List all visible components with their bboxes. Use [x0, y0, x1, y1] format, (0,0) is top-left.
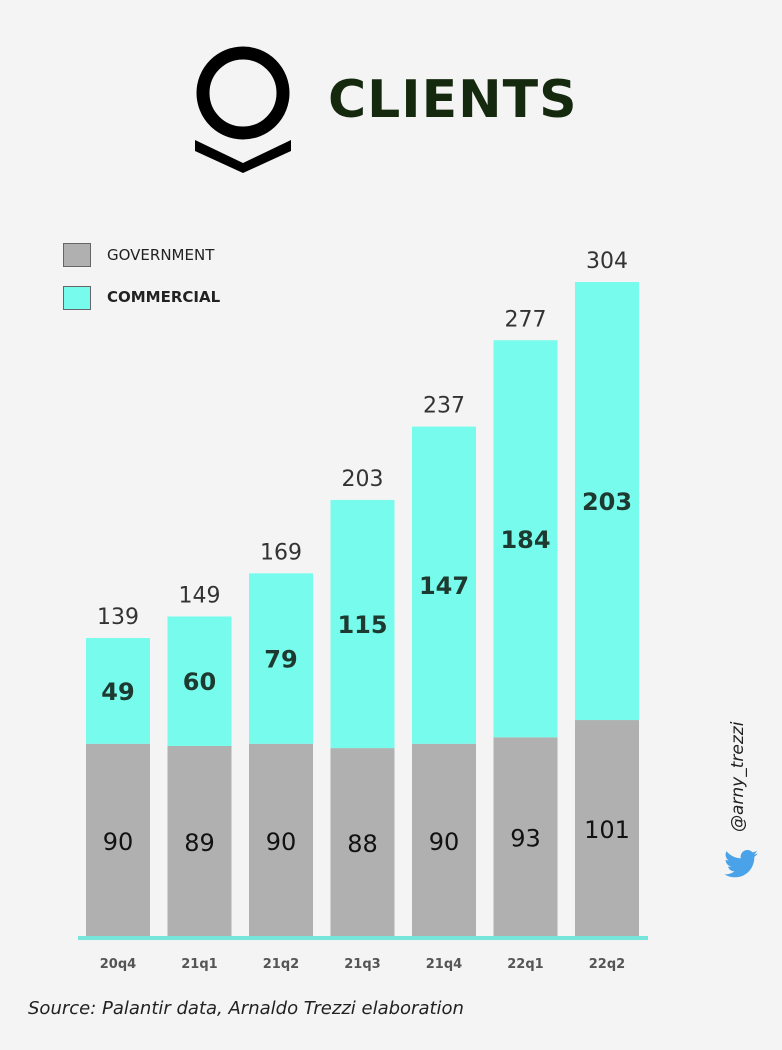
- bar-commercial-22q1: [493, 340, 558, 738]
- total-label-20q4: 139: [97, 605, 139, 630]
- x-tick-22q2: 22q2: [589, 957, 625, 972]
- bar-commercial-21q4: [412, 426, 476, 744]
- bar-government-22q1: [493, 737, 558, 938]
- page-title: CLIENTS: [328, 70, 578, 130]
- bar-commercial-22q2: [575, 282, 639, 721]
- data-label-government-21q3: 88: [347, 830, 378, 858]
- legend-swatch-government: [63, 243, 91, 267]
- twitter-handle: @arny_trezzi: [728, 721, 748, 832]
- total-label-21q2: 169: [260, 540, 302, 565]
- palantir-logo-icon: [195, 46, 291, 173]
- bar-government-21q2: [249, 743, 313, 938]
- data-label-government-21q2: 90: [266, 828, 297, 856]
- bar-government-21q1: [167, 745, 232, 938]
- bar-government-22q2: [575, 720, 639, 938]
- bar-government-21q3: [330, 748, 395, 938]
- x-tick-21q4: 21q4: [426, 957, 462, 972]
- total-label-22q1: 277: [505, 307, 547, 332]
- data-label-government-22q2: 101: [584, 816, 630, 844]
- x-tick-21q2: 21q2: [263, 957, 299, 972]
- bar-government-21q4: [412, 743, 476, 938]
- bar-commercial-21q1: [167, 616, 232, 746]
- data-label-commercial-22q1: 184: [500, 526, 550, 554]
- bar-commercial-21q2: [249, 573, 313, 744]
- data-label-commercial-21q1: 60: [183, 668, 216, 696]
- data-label-government-22q1: 93: [510, 825, 541, 853]
- x-tick-22q1: 22q1: [507, 957, 543, 972]
- legend-swatch-commercial: [63, 286, 91, 310]
- source-note: Source: Palantir data, Arnaldo Trezzi el…: [28, 998, 464, 1019]
- bar-government-20q4: [86, 743, 150, 938]
- bar-commercial-20q4: [86, 638, 150, 744]
- total-label-21q3: 203: [342, 467, 384, 492]
- data-label-commercial-22q2: 203: [582, 488, 632, 516]
- legend-label-government: GOVERNMENT: [107, 246, 215, 264]
- data-label-government-20q4: 90: [103, 828, 134, 856]
- total-label-21q1: 149: [179, 583, 221, 608]
- data-label-commercial-21q3: 115: [337, 611, 387, 639]
- total-label-22q2: 304: [586, 249, 628, 274]
- header: CLIENTS: [0, 0, 782, 190]
- x-tick-21q3: 21q3: [344, 957, 380, 972]
- total-label-21q4: 237: [423, 394, 465, 419]
- twitter-bird-icon: [724, 850, 758, 878]
- x-tick-20q4: 20q4: [100, 957, 136, 972]
- data-label-government-21q4: 90: [429, 828, 460, 856]
- bar-commercial-21q3: [330, 499, 395, 749]
- data-label-commercial-21q2: 79: [264, 646, 297, 674]
- data-label-commercial-20q4: 49: [101, 678, 134, 706]
- data-label-commercial-21q4: 147: [419, 572, 469, 600]
- x-tick-21q1: 21q1: [181, 957, 217, 972]
- data-label-government-21q1: 89: [184, 829, 215, 857]
- legend-label-commercial: COMMERCIAL: [107, 288, 221, 306]
